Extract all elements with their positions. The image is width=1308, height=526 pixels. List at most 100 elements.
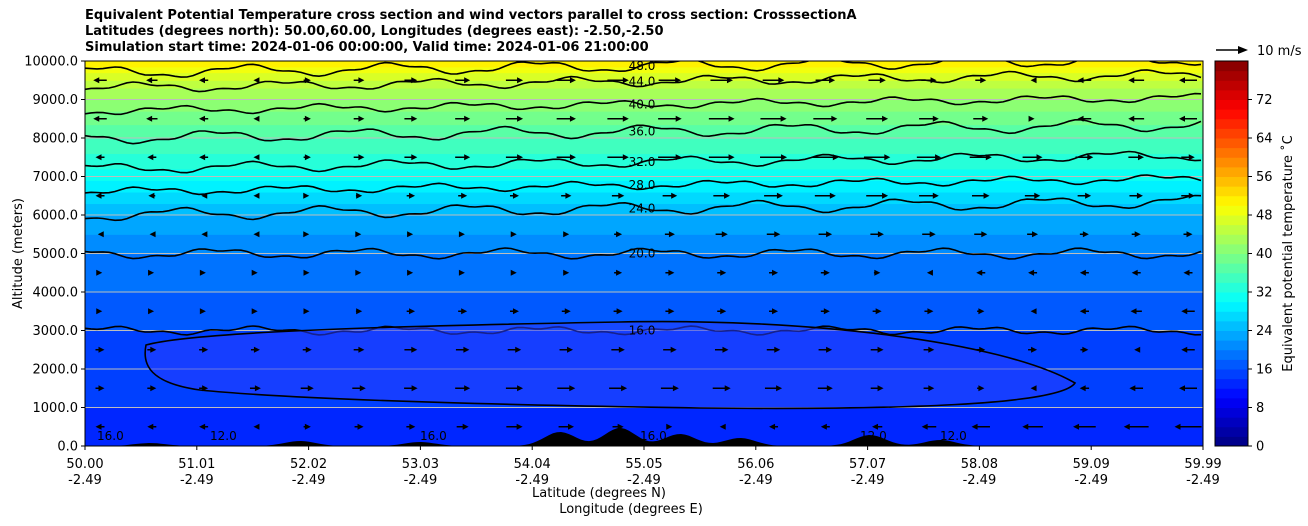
wind-vector	[769, 423, 779, 430]
colorbar-segment	[1215, 407, 1248, 418]
colorbar-tick-label: 24	[1256, 324, 1273, 339]
wind-vector	[458, 269, 465, 276]
wind-vector	[873, 269, 881, 276]
wind-vector	[769, 269, 779, 276]
wind-vector	[355, 269, 362, 276]
colorbar-segment	[1215, 359, 1248, 370]
wind-vector	[818, 346, 833, 353]
x-tick-label-lat: 55.05	[625, 457, 662, 472]
colorbar-segment	[1215, 138, 1248, 149]
wind-vector	[1128, 154, 1145, 161]
wind-vector	[658, 77, 682, 84]
terrain-silhouette	[85, 428, 1203, 446]
x-tick-label-lat: 59.99	[1184, 457, 1221, 472]
wind-vector	[713, 192, 731, 199]
wind-vector	[1028, 346, 1038, 353]
wind-vector	[1181, 154, 1195, 161]
wind-vector	[1181, 308, 1195, 315]
wind-vector	[250, 346, 260, 353]
wind-vector	[199, 346, 209, 353]
wind-vector	[663, 346, 677, 353]
x-tick-label-lat: 50.00	[66, 457, 103, 472]
wind-vector	[658, 115, 682, 122]
wind-vector	[614, 269, 623, 276]
x-tick-label-lon: -2.49	[627, 473, 661, 488]
contour-label: 12.0	[940, 429, 967, 443]
wind-vector	[93, 115, 107, 122]
x-tick-label-lon: -2.49	[851, 473, 885, 488]
wind-vector	[1123, 423, 1149, 430]
wind-vector	[1129, 192, 1143, 199]
y-tick-label: 7000.0	[33, 170, 79, 185]
wind-vector	[613, 308, 623, 315]
wind-vector	[813, 115, 838, 122]
x-tick-label-lat: 54.04	[514, 457, 551, 472]
wind-vector	[563, 231, 570, 238]
wind-vector	[764, 385, 783, 392]
wind-vector	[611, 346, 625, 353]
wind-vector	[717, 269, 727, 276]
theta-band	[85, 138, 1203, 154]
wind-vector	[561, 192, 572, 199]
wind-vector	[199, 154, 209, 161]
wind-vector	[1129, 385, 1144, 392]
wind-vector	[407, 269, 414, 276]
wind-vector	[557, 385, 576, 392]
wind-vector	[253, 77, 260, 84]
wind-vector	[769, 308, 779, 315]
wind-vector	[922, 231, 936, 238]
wind-vector	[1028, 269, 1038, 276]
wind-vector	[455, 115, 471, 122]
y-tick-label: 1000.0	[33, 401, 79, 416]
wind-vector	[614, 231, 623, 238]
wind-vector	[1128, 115, 1145, 122]
chart-title: Equivalent Potential Temperature cross s…	[85, 8, 857, 56]
x-tick-label-lon: -2.49	[963, 473, 997, 488]
wind-vector	[199, 385, 209, 392]
wind-vector	[556, 77, 576, 84]
wind-vector	[712, 385, 731, 392]
wind-vector	[95, 192, 105, 199]
wind-vector	[921, 77, 937, 84]
contour-line	[85, 150, 1202, 174]
wind-vector	[406, 192, 416, 199]
colorbar-segment	[1215, 369, 1248, 380]
wind-vector	[251, 269, 258, 276]
wind-vector	[1080, 346, 1089, 353]
wind-vector	[1179, 77, 1197, 84]
wind-vector	[95, 385, 105, 392]
wind-vector	[561, 308, 571, 315]
wind-vector	[97, 231, 104, 238]
wind-vector	[1130, 308, 1142, 315]
wind-vector	[872, 423, 883, 430]
x-tick-label-lon: -2.49	[68, 473, 102, 488]
quiver-key-arrowhead	[1238, 46, 1248, 54]
contour-label: 48.0	[629, 59, 656, 73]
wind-vector	[1075, 154, 1094, 161]
colorbar-segment	[1215, 157, 1248, 168]
colorbar-tick-label: 48	[1256, 209, 1273, 224]
wind-vector	[509, 308, 519, 315]
wind-vector	[96, 269, 103, 276]
wind-vector	[455, 346, 470, 353]
theta-band	[85, 191, 1203, 205]
colorbar-segment	[1215, 243, 1248, 254]
wind-vector	[148, 192, 156, 199]
y-tick-label: 2000.0	[33, 363, 79, 378]
y-tick-label: 4000.0	[33, 286, 79, 301]
wind-vector	[975, 77, 987, 84]
wind-vector	[147, 423, 157, 430]
wind-vector	[766, 231, 781, 238]
wind-vector	[253, 115, 260, 122]
theta-band	[85, 111, 1203, 126]
contour-label: 28.0	[629, 178, 656, 192]
wind-vector	[976, 269, 986, 276]
wind-vector	[1181, 192, 1195, 199]
wind-vector	[820, 269, 830, 276]
x-tick-label-lon: -2.49	[1074, 473, 1108, 488]
wind-vector	[303, 269, 310, 276]
wind-vector	[506, 423, 523, 430]
theta-band	[85, 215, 1203, 235]
contour-line	[85, 69, 1202, 93]
